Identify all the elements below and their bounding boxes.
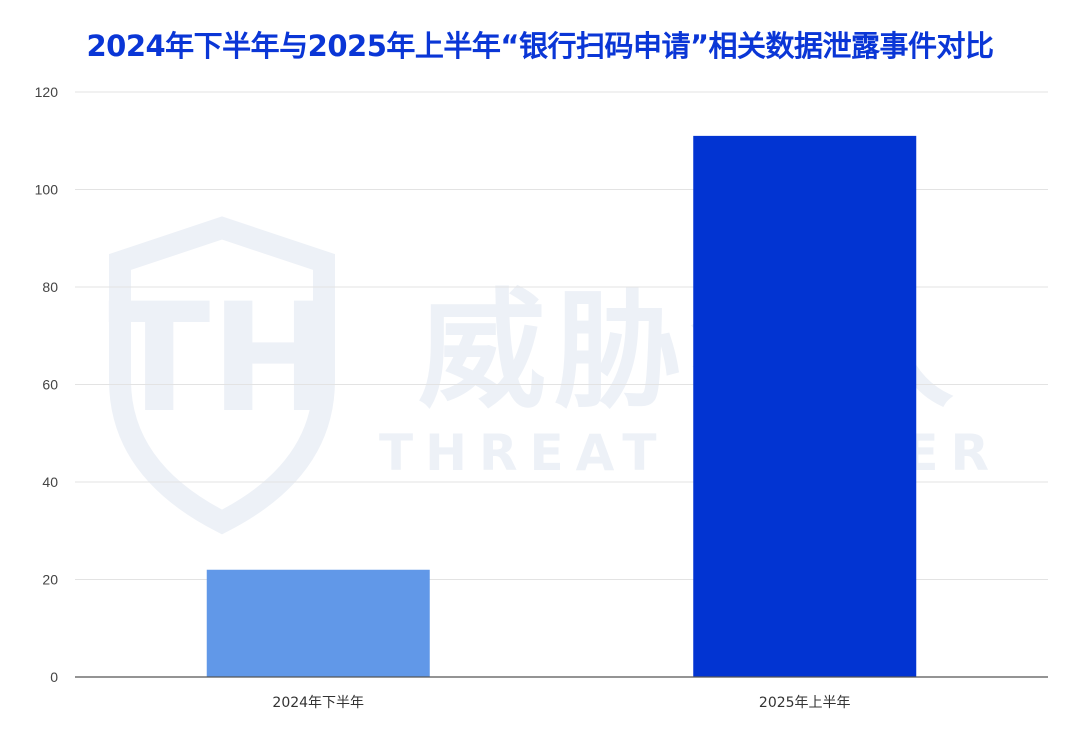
x-axis-labels: 2024年下半年 2025年上半年 bbox=[272, 695, 850, 711]
shield-logo-icon: TH bbox=[108, 216, 336, 535]
y-tick-label: 60 bbox=[42, 377, 58, 393]
chart-title: 2024年下半年与2025年上半年“银行扫码申请”相关数据泄露事件对比 bbox=[86, 29, 994, 63]
y-tick-label: 20 bbox=[42, 572, 58, 588]
y-tick-label: 40 bbox=[42, 474, 58, 490]
x-category-label: 2025年上半年 bbox=[759, 695, 851, 711]
y-tick-label: 120 bbox=[35, 84, 59, 100]
y-tick-label: 0 bbox=[50, 669, 58, 685]
y-tick-label: 80 bbox=[42, 279, 58, 295]
x-category-label: 2024年下半年 bbox=[272, 695, 364, 711]
y-axis-ticks: 0 20 40 60 80 100 120 bbox=[35, 84, 59, 685]
bars bbox=[206, 135, 917, 677]
bar-1 bbox=[206, 569, 430, 677]
y-tick-label: 100 bbox=[35, 182, 59, 198]
watermark-logo-letters: TH bbox=[108, 272, 336, 446]
bar-2 bbox=[693, 135, 917, 677]
